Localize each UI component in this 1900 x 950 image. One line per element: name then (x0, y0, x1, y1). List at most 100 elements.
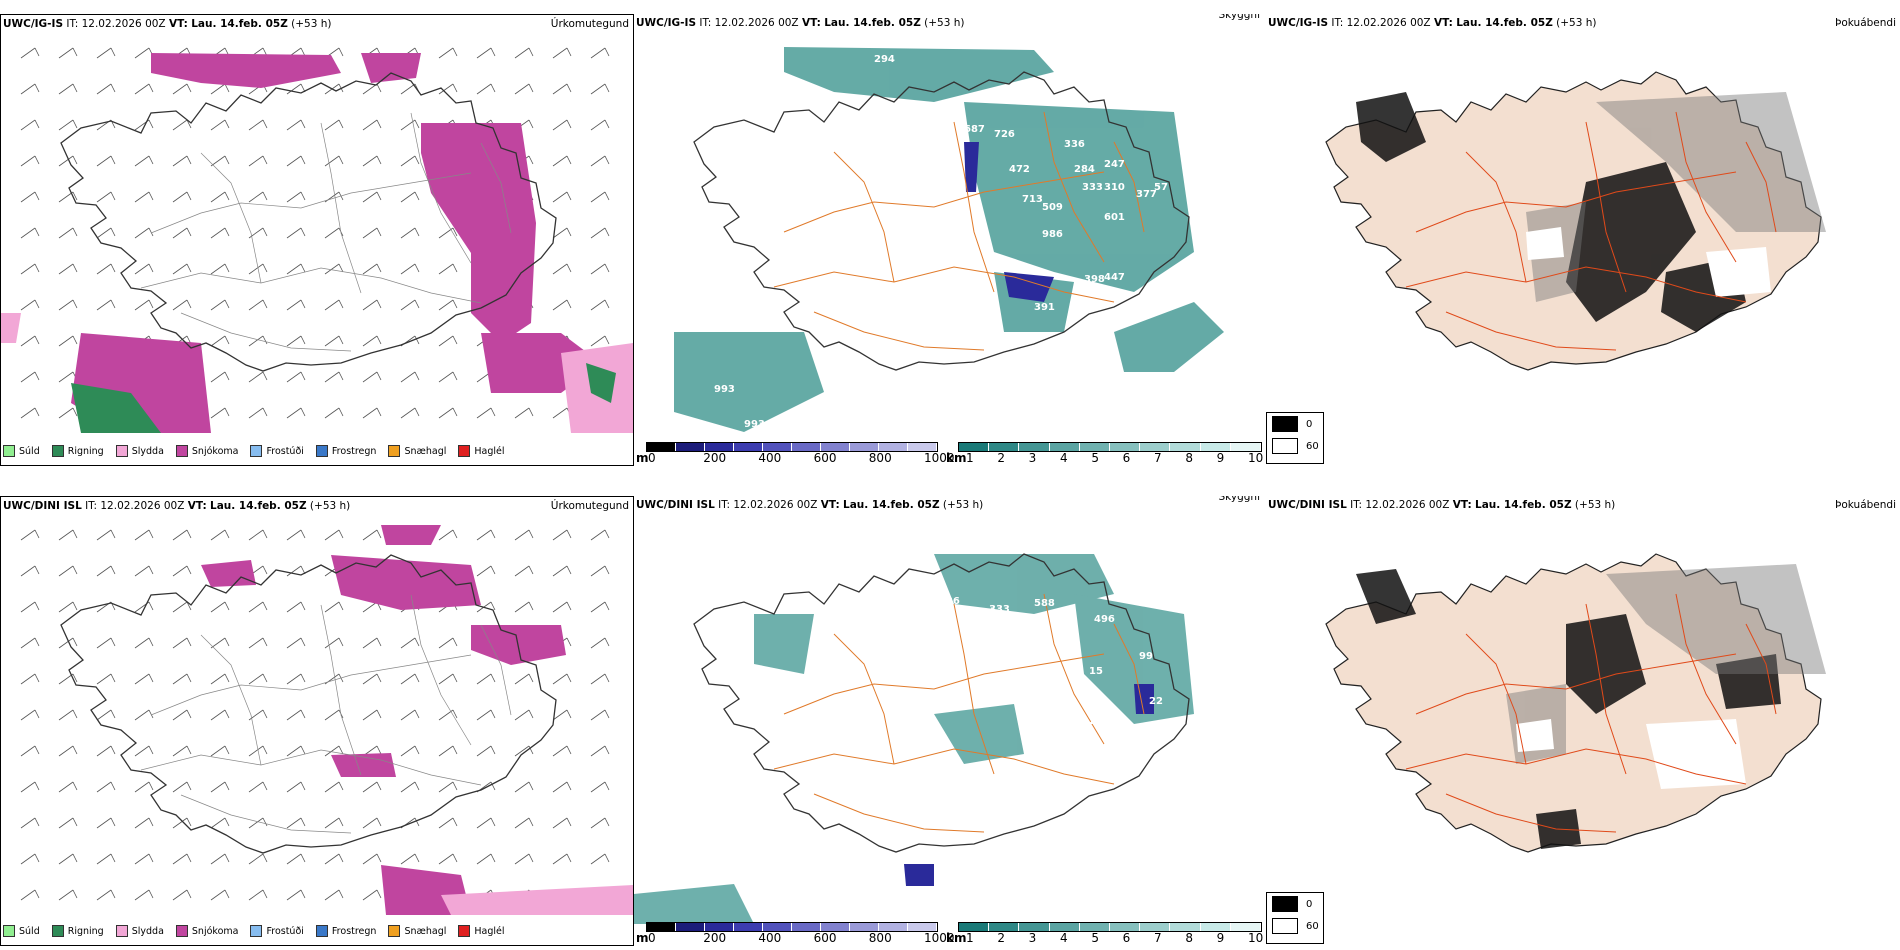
wind-barb (210, 299, 230, 311)
wind-barb (514, 601, 534, 613)
cloud-legend-swatch (1272, 438, 1298, 454)
wind-barb (362, 155, 382, 167)
wind-barb (20, 371, 40, 383)
road-line (1675, 593, 1737, 745)
legend-swatch (250, 445, 263, 457)
colorbar-tick: 10 (1248, 931, 1264, 945)
colorbar-tick: 2 (997, 451, 1005, 465)
visibility-label: 22 (1149, 696, 1163, 707)
wind-barb (96, 781, 116, 793)
wind-barb (96, 529, 116, 541)
legend-swatch (458, 445, 471, 457)
visibility-label: 244 (919, 721, 940, 732)
wind-barb (590, 227, 610, 239)
wind-barb (362, 407, 382, 419)
wind-barb (134, 565, 154, 577)
wind-barb (58, 299, 78, 311)
precip-map (20, 525, 633, 915)
colorbar-tick: 600 (813, 451, 837, 465)
wind-barb (590, 781, 610, 793)
wind-barb (400, 119, 420, 131)
visibility-label: 276 (1089, 716, 1110, 727)
wind-barb (476, 407, 496, 419)
colorbar-tick: 200 (703, 931, 727, 945)
legend-label: Snæhagl (404, 445, 447, 457)
legend-swatch (3, 925, 15, 937)
wind-barb (362, 781, 382, 793)
colorbar-bin (908, 923, 937, 931)
wind-barb (514, 781, 534, 793)
wind-barb (286, 191, 306, 203)
wind-barb (400, 299, 420, 311)
panel-title: Úrkomutegund (550, 500, 629, 512)
wind-barb (20, 637, 40, 649)
visibility-label: 986 (1042, 229, 1063, 240)
legend-label: Frostregn (331, 445, 377, 457)
wind-barb (400, 155, 420, 167)
colorbar-tick: 0 (648, 451, 656, 465)
wind-barb (324, 853, 344, 865)
legend-item: Súld (3, 925, 40, 937)
wind-barb (134, 83, 154, 95)
snow-areas (71, 53, 601, 433)
wind-barb (552, 745, 572, 757)
wind-barb (438, 673, 458, 685)
wind-barb (134, 227, 154, 239)
init-time: 12.02.2026 00Z (1346, 17, 1431, 29)
visibility-label: 333 (989, 604, 1010, 615)
wind-barb (286, 853, 306, 865)
wind-barb (96, 227, 116, 239)
wind-barb (362, 263, 382, 275)
fog-areas (674, 47, 1224, 432)
wind-barb (400, 853, 420, 865)
glacier-white (1526, 227, 1771, 297)
colorbar-bin (705, 923, 734, 931)
precip-legend: Súld Rigning Slydda Snjókoma Frostúði Frostre… (3, 441, 517, 461)
wind-barb (20, 47, 40, 59)
wind-barb (20, 299, 40, 311)
wind-barb (20, 781, 40, 793)
iceland-outline (693, 71, 1190, 371)
wind-barb (514, 83, 534, 95)
cloud-legend-label: 0 (1306, 418, 1313, 430)
wind-barb (476, 565, 496, 577)
valid-time: Lau. 14.feb. 05Z (843, 499, 940, 511)
valid-time: Lau. 14.feb. 05Z (210, 500, 307, 512)
wind-barb (324, 529, 344, 541)
wind-barb (172, 263, 192, 275)
wind-barb (172, 601, 192, 613)
wind-barb (590, 155, 610, 167)
wind-barb (248, 781, 268, 793)
wind-barb (172, 227, 192, 239)
visibility-label: 993 (744, 419, 765, 430)
wind-barb (324, 817, 344, 829)
visibility-panel-bottom: UWC/DINI ISL IT: 12.02.2026 00Z VT: Lau.… (634, 496, 1264, 946)
panel-title: Skyggni (1218, 496, 1261, 503)
colorbar-bin (676, 443, 705, 451)
legend-item: Rigning (51, 925, 104, 937)
road-line (1405, 266, 1747, 303)
wind-barb (134, 155, 154, 167)
visibility-label: 588 (1034, 598, 1055, 609)
wind-barb (248, 191, 268, 203)
init-time: 12.02.2026 00Z (81, 18, 166, 30)
wind-barb (438, 299, 458, 311)
colorbar-bin (1200, 923, 1231, 931)
wind-barb (324, 637, 344, 649)
wind-barb (20, 407, 40, 419)
colorbar-tick: 400 (758, 931, 782, 945)
road-line (1745, 623, 1777, 715)
road-line (1465, 151, 1527, 283)
wind-barb (134, 853, 154, 865)
wind-barb (362, 889, 382, 901)
cloud-legend-swatch (1272, 416, 1298, 432)
legend-swatch (51, 445, 64, 457)
wind-barb (438, 709, 458, 721)
legend-label: Rigning (67, 925, 104, 937)
wind-barb (96, 47, 116, 59)
road-line (200, 634, 262, 766)
colorbar-bin (1049, 443, 1080, 451)
wind-barb (58, 529, 78, 541)
wind-barb (172, 565, 192, 577)
road-line (1405, 748, 1747, 785)
